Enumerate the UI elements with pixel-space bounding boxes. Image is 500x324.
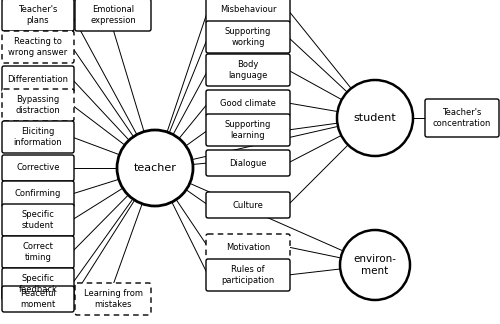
Text: Eliciting
information: Eliciting information [14,127,62,147]
FancyBboxPatch shape [425,99,499,137]
Text: Bypassing
distraction: Bypassing distraction [16,95,60,115]
FancyBboxPatch shape [206,234,290,260]
FancyBboxPatch shape [2,89,74,121]
Text: Differentiation: Differentiation [8,75,68,84]
FancyBboxPatch shape [2,268,74,300]
Text: Teacher's
plans: Teacher's plans [18,5,58,25]
FancyBboxPatch shape [2,0,74,31]
Circle shape [117,130,193,206]
FancyBboxPatch shape [2,181,74,207]
FancyBboxPatch shape [2,31,74,63]
Text: Specific
student: Specific student [22,210,54,230]
Text: Body
language: Body language [228,60,268,80]
FancyBboxPatch shape [2,155,74,181]
Text: Learning from
mistakes: Learning from mistakes [84,289,142,309]
Text: Emotional
expression: Emotional expression [90,5,136,25]
Text: student: student [354,113,397,123]
Text: Rules of
participation: Rules of participation [222,265,274,285]
Text: teacher: teacher [134,163,176,173]
Text: Specific
feedback: Specific feedback [18,274,58,294]
FancyBboxPatch shape [206,114,290,146]
Text: Dialogue: Dialogue [229,158,267,168]
Text: Culture: Culture [232,201,264,210]
FancyBboxPatch shape [206,21,290,53]
Text: Reacting to
wrong answer: Reacting to wrong answer [8,37,68,57]
Text: Good climate: Good climate [220,98,276,108]
Circle shape [340,230,410,300]
FancyBboxPatch shape [206,150,290,176]
FancyBboxPatch shape [75,0,151,31]
FancyBboxPatch shape [206,192,290,218]
FancyBboxPatch shape [2,121,74,153]
Text: Confirming: Confirming [15,190,61,199]
Text: Misbehaviour: Misbehaviour [220,6,276,15]
FancyBboxPatch shape [206,259,290,291]
FancyBboxPatch shape [206,0,290,23]
Circle shape [337,80,413,156]
Text: Supporting
working: Supporting working [225,27,271,47]
FancyBboxPatch shape [206,90,290,116]
Text: Motivation: Motivation [226,242,270,251]
Text: Corrective: Corrective [16,164,60,172]
Text: Peaceful
moment: Peaceful moment [20,289,56,309]
FancyBboxPatch shape [2,204,74,236]
FancyBboxPatch shape [2,66,74,92]
Text: Teacher's
concentration: Teacher's concentration [433,108,491,128]
Text: environ-
ment: environ- ment [354,254,397,276]
Text: Supporting
learning: Supporting learning [225,120,271,140]
FancyBboxPatch shape [2,236,74,268]
FancyBboxPatch shape [75,283,151,315]
FancyBboxPatch shape [206,54,290,86]
FancyBboxPatch shape [2,286,74,312]
Text: Correct
timing: Correct timing [22,242,54,262]
